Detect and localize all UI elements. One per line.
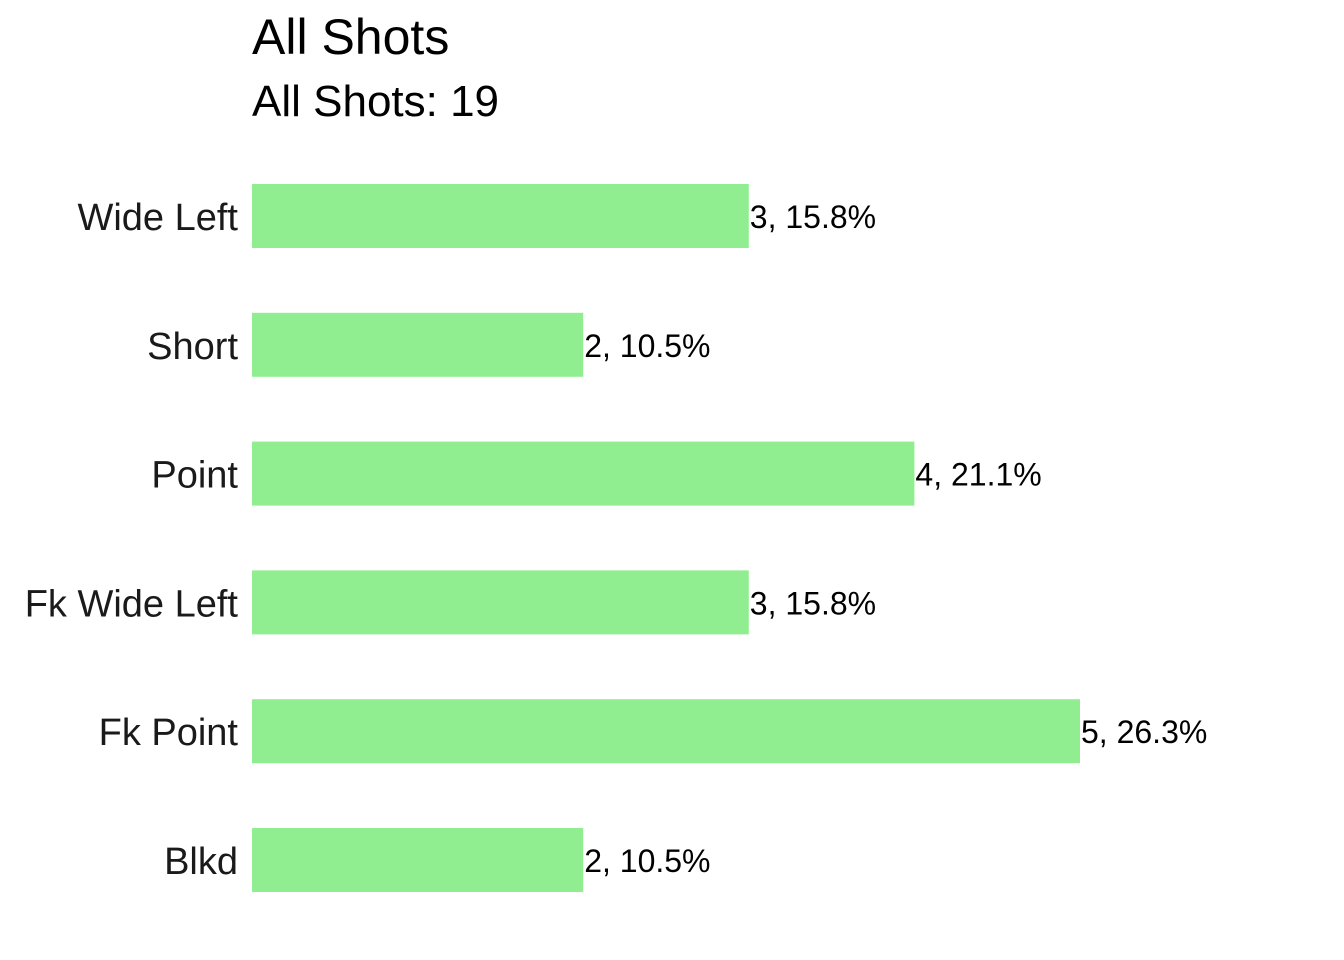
bar-point <box>252 441 915 506</box>
category-label-short: Short <box>147 326 238 368</box>
category-label-point: Point <box>151 455 238 497</box>
chart-subtitle: All Shots: 19 <box>252 77 499 126</box>
category-label-fk-wide-left: Fk Wide Left <box>25 583 239 625</box>
bars-group: Wide Left 3, 15.8% Short 2, 10.5% Point 4, 21… <box>25 184 1207 892</box>
data-label-short: 2, 10.5% <box>584 328 710 364</box>
data-label-blkd: 2, 10.5% <box>584 843 710 879</box>
bar-fk-wide-left <box>252 570 749 635</box>
data-label-point: 4, 21.1% <box>915 457 1041 493</box>
data-label-fk-wide-left: 3, 15.8% <box>750 585 876 621</box>
bar-fk-point <box>252 699 1080 764</box>
category-label-blkd: Blkd <box>164 841 238 883</box>
bar-short <box>252 312 584 377</box>
bar-blkd <box>252 828 584 892</box>
data-label-fk-point: 5, 26.3% <box>1081 714 1207 750</box>
category-label-fk-point: Fk Point <box>99 712 239 754</box>
chart-title: All Shots <box>252 9 449 65</box>
category-label-wide-left: Wide Left <box>77 197 238 239</box>
data-label-wide-left: 3, 15.8% <box>750 199 876 235</box>
bar-wide-left <box>252 184 749 248</box>
